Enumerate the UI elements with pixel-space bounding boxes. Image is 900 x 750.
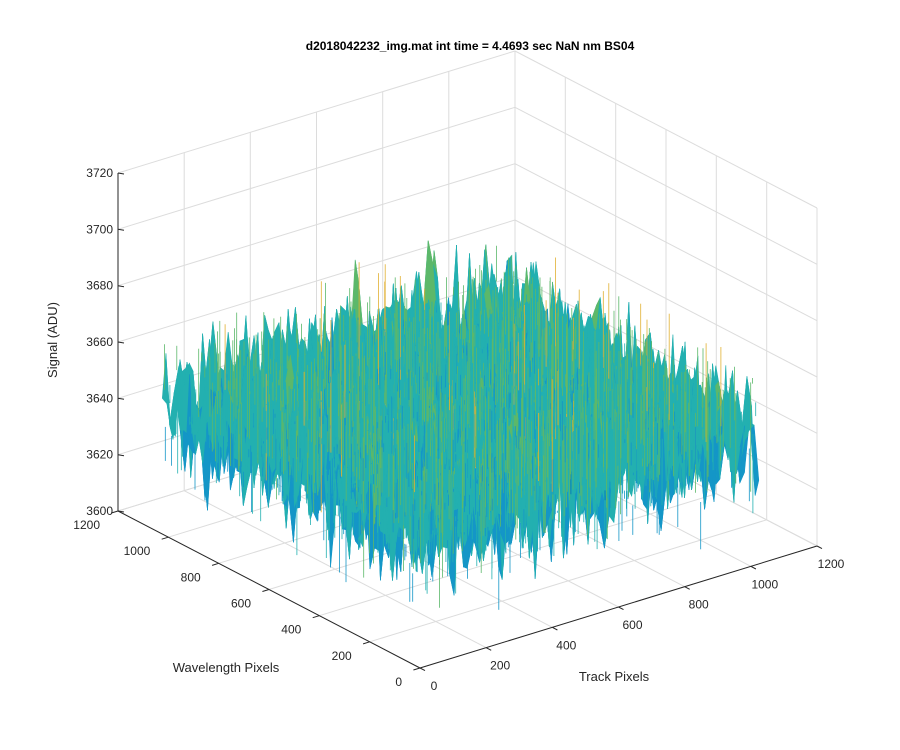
grid-line-wall-z-left [117, 219, 516, 343]
grid-line-floor-y [319, 493, 717, 617]
surface [161, 240, 760, 610]
grid-line-wall-z-right [514, 50, 818, 209]
grid-line-wall-z-left [117, 106, 516, 230]
grid-line-wall-z-left [117, 50, 516, 174]
grid-line-wall-z-right [514, 219, 818, 378]
grid-line-wall-z-right [514, 106, 818, 265]
grid-line-wall-z-left [117, 163, 516, 287]
surface-cell [750, 424, 760, 496]
grid-line-wall-z-right [514, 163, 818, 322]
